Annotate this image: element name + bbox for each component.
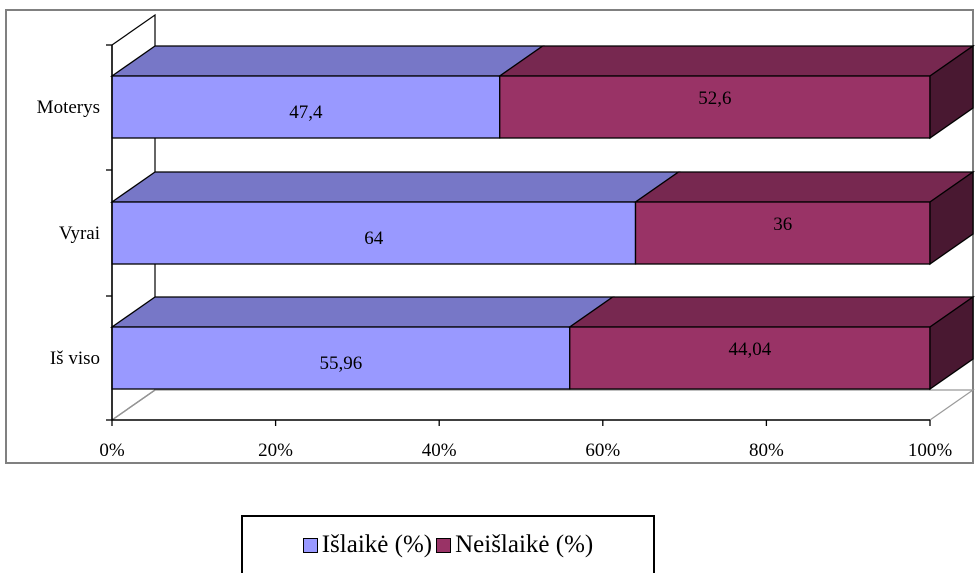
bar-segment <box>634 201 931 265</box>
bar-top-face <box>567 296 976 328</box>
floor <box>111 389 975 421</box>
x-tick-label: 100% <box>908 440 953 461</box>
bar-top-face <box>109 296 615 328</box>
legend-label: Išlaikė (%) <box>321 531 433 558</box>
x-tick-label: 40% <box>422 440 457 461</box>
bars-group: 47,4 52,6 64 36 55,96 44,04 <box>109 44 976 391</box>
legend-item-series-1: Išlaikė (%) <box>302 531 433 559</box>
bar-side-face <box>929 170 974 266</box>
bar-side-face <box>929 295 974 391</box>
bar-segment <box>111 75 501 139</box>
plot-area-border <box>5 9 974 464</box>
legend-swatch <box>302 537 318 553</box>
x-tick-label: 20% <box>258 440 293 461</box>
bar-top-face <box>633 171 976 203</box>
legend-item-series-2: Neišlaikė (%) <box>436 531 593 559</box>
data-label: 55,96 <box>320 353 363 374</box>
legend: Išlaikė (%) Neišlaikė (%) <box>241 515 655 573</box>
x-tick-label: 80% <box>749 440 784 461</box>
data-label: 36 <box>773 214 792 235</box>
bar-segment <box>569 326 931 390</box>
bar-segment <box>111 326 571 390</box>
x-tick-label: 60% <box>585 440 620 461</box>
category-label: Vyrai <box>59 223 100 244</box>
x-tick-label: 0% <box>99 440 125 461</box>
data-label: 44,04 <box>729 339 772 360</box>
data-label: 64 <box>364 228 384 249</box>
axes-group: Moterys Vyrai Iš viso 0% 20% 40% 60% 80% 100% <box>37 44 953 461</box>
bar-top-face <box>109 171 681 203</box>
data-label: 52,6 <box>698 88 731 109</box>
data-label: 47,4 <box>289 102 323 123</box>
bar-top-face <box>109 45 545 77</box>
legend-swatch <box>436 537 452 553</box>
category-label: Iš viso <box>50 348 100 369</box>
bar-top-face <box>497 45 976 77</box>
bar-side-face <box>929 44 974 140</box>
legend-label: Neišlaikė (%) <box>455 531 594 558</box>
category-label: Moterys <box>37 97 100 118</box>
